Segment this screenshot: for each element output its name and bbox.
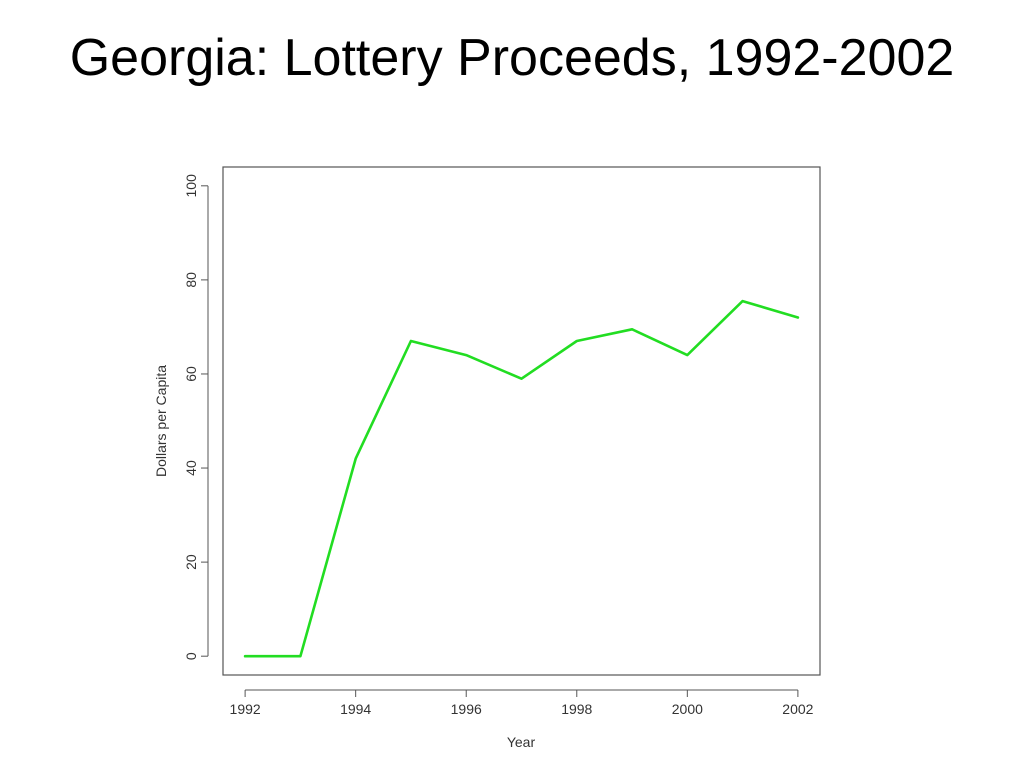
x-tick-label: 1992	[230, 701, 261, 717]
series-line	[243, 299, 800, 658]
y-tick-label: 100	[183, 174, 199, 198]
y-tick-label: 0	[183, 652, 199, 660]
y-tick-label: 20	[183, 554, 199, 570]
x-tick-label: 2000	[672, 701, 703, 717]
y-tick-label: 60	[183, 366, 199, 382]
y-tick-label: 80	[183, 272, 199, 288]
x-tick-label: 1998	[561, 701, 592, 717]
slide-title: Georgia: Lottery Proceeds, 1992-2002	[69, 29, 955, 87]
y-axis-label: Dollars per Capita	[153, 365, 169, 477]
plot-frame	[222, 166, 821, 676]
x-axis-label: Year	[507, 734, 536, 750]
x-tick-label: 1996	[451, 701, 482, 717]
x-tick-label: 1994	[340, 701, 371, 717]
y-tick-label: 40	[183, 460, 199, 476]
x-axis: 1992 1994 1996 1998 2000 2002	[230, 689, 814, 717]
series-layer	[243, 299, 800, 658]
y-axis: 0 20 40 60 80 100	[183, 174, 209, 660]
x-tick-label: 2002	[782, 701, 813, 717]
